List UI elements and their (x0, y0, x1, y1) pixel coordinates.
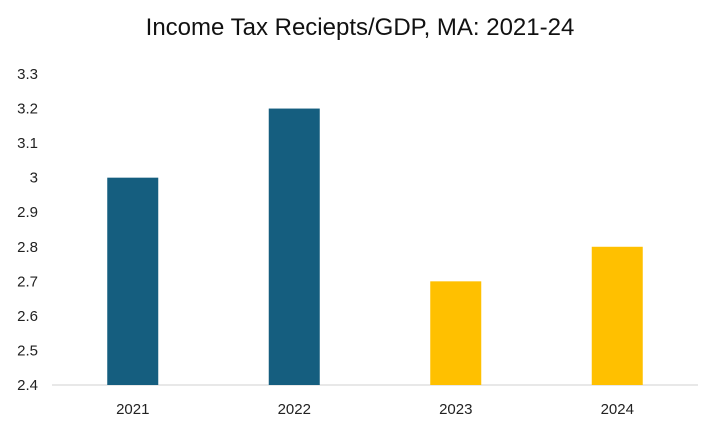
x-axis-tick-labels: 2021 2022 2023 2024 (116, 401, 634, 418)
y-tick-label: 2.7 (17, 273, 38, 290)
y-tick-label: 3.1 (17, 135, 38, 152)
y-tick-label: 3.2 (17, 101, 38, 118)
y-tick-label: 2.6 (17, 308, 38, 325)
y-tick-label: 2.4 (17, 377, 38, 394)
x-tick-label: 2021 (116, 401, 149, 418)
y-tick-label: 2.8 (17, 239, 38, 256)
bar-2024 (591, 246, 643, 385)
y-tick-label: 2.5 (17, 342, 38, 359)
y-axis-tick-labels: 2.4 2.5 2.6 2.7 2.8 2.9 3 3.1 3.2 3.3 (17, 66, 38, 394)
y-tick-label: 2.9 (17, 204, 38, 221)
bar-2023 (430, 281, 482, 385)
x-tick-label: 2023 (439, 401, 472, 418)
y-tick-label: 3.3 (17, 66, 38, 83)
x-tick-label: 2024 (601, 401, 634, 418)
y-tick-label: 3 (30, 170, 38, 187)
bar-2022 (268, 108, 320, 386)
x-tick-label: 2022 (278, 401, 311, 418)
bar-2021 (107, 177, 159, 385)
bars-group (107, 108, 643, 386)
chart-title: Income Tax Reciepts/GDP, MA: 2021-24 (145, 14, 575, 41)
